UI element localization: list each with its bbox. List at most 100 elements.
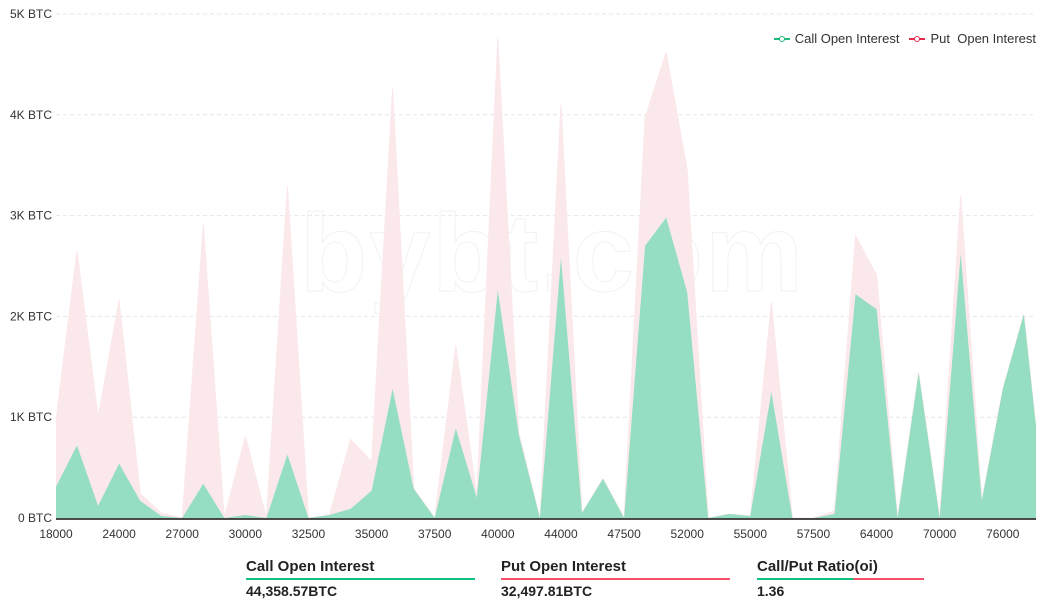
y-tick-label: 2K BTC [10, 309, 52, 323]
call-data-point[interactable] [1001, 387, 1005, 391]
stat-put-oi: Put Open Interest 32,497.81BTC [501, 557, 730, 599]
put-data-point[interactable] [559, 103, 563, 107]
put-data-point[interactable] [96, 415, 100, 419]
stat-value: 32,497.81BTC [501, 583, 593, 599]
call-data-point[interactable] [748, 514, 752, 518]
x-tick-label: 47500 [607, 527, 641, 541]
stat-value: 1.36 [757, 583, 785, 599]
call-data-point[interactable] [854, 292, 858, 296]
y-tick-label: 4K BTC [10, 108, 52, 122]
put-data-point[interactable] [75, 249, 79, 253]
call-data-point[interactable] [769, 390, 773, 394]
call-data-point[interactable] [917, 371, 921, 375]
call-data-point[interactable] [980, 499, 984, 503]
call-data-point[interactable] [159, 514, 163, 518]
x-tick-label: 57500 [797, 527, 831, 541]
call-data-point[interactable] [727, 512, 731, 516]
y-tick-label: 5K BTC [10, 7, 52, 21]
open-interest-chart: 0 BTC 1K BTC 2K BTC 3K BTC 4K BTC 5K BTC 1800… [10, 7, 1047, 541]
put-data-point[interactable] [664, 50, 668, 54]
stat-underline [246, 578, 475, 580]
x-tick-label: 30000 [229, 527, 263, 541]
put-data-point[interactable] [117, 298, 121, 302]
x-tick-label: 35000 [355, 527, 389, 541]
put-data-point[interactable] [370, 460, 374, 464]
put-data-point[interactable] [496, 36, 500, 40]
put-data-point[interactable] [391, 87, 395, 91]
call-data-point[interactable] [832, 512, 836, 516]
put-data-point[interactable] [243, 434, 247, 438]
put-data-point[interactable] [769, 300, 773, 304]
put-data-point[interactable] [138, 492, 142, 496]
call-data-point[interactable] [243, 513, 247, 517]
call-data-point[interactable] [201, 482, 205, 486]
call-data-point[interactable] [475, 496, 479, 500]
put-data-point[interactable] [201, 223, 205, 227]
call-data-point[interactable] [685, 290, 689, 294]
call-data-point[interactable] [559, 256, 563, 260]
x-axis: 18000 24000 27000 30000 32500 35000 37500 40000… [39, 527, 1019, 541]
legend-item-put[interactable]: Put Open Interest [909, 31, 1036, 46]
call-data-point[interactable] [601, 477, 605, 481]
call-data-point[interactable] [1022, 312, 1026, 316]
x-tick-label: 24000 [102, 527, 136, 541]
stat-title: Put Open Interest [501, 558, 627, 575]
legend-marker-put-icon [909, 34, 926, 44]
stat-value: 44,358.57BTC [246, 583, 338, 599]
legend-marker-call-icon [773, 34, 790, 44]
call-data-point[interactable] [959, 252, 963, 256]
legend-label-put: Put Open Interest [930, 31, 1036, 46]
x-tick-label: 52000 [671, 527, 705, 541]
x-tick-label: 18000 [39, 527, 73, 541]
x-tick-label: 40000 [481, 527, 515, 541]
x-tick-label: 76000 [986, 527, 1020, 541]
put-data-point[interactable] [54, 418, 58, 422]
call-data-point[interactable] [454, 426, 458, 430]
legend-item-call[interactable]: Call Open Interest [773, 31, 900, 46]
put-data-point[interactable] [643, 116, 647, 120]
stat-underline [501, 578, 730, 580]
call-data-point[interactable] [285, 452, 289, 456]
call-data-point[interactable] [517, 433, 521, 437]
put-data-point[interactable] [875, 273, 879, 277]
x-tick-label: 32500 [292, 527, 326, 541]
put-data-point[interactable] [854, 234, 858, 238]
call-data-point[interactable] [580, 511, 584, 515]
x-tick-label: 55000 [734, 527, 768, 541]
put-data-point[interactable] [1043, 506, 1047, 510]
call-data-point[interactable] [875, 307, 879, 311]
x-tick-label: 37500 [418, 527, 452, 541]
put-data-point[interactable] [685, 168, 689, 172]
call-data-point[interactable] [138, 499, 142, 503]
y-tick-label: 3K BTC [10, 209, 52, 223]
call-data-point[interactable] [349, 507, 353, 511]
call-data-point[interactable] [412, 487, 416, 491]
stat-call-put-ratio: Call/Put Ratio(oi) 1.36 [757, 557, 924, 599]
call-data-point[interactable] [1043, 506, 1047, 510]
x-tick-label: 44000 [544, 527, 578, 541]
put-data-point[interactable] [454, 344, 458, 348]
x-tick-label: 64000 [860, 527, 894, 541]
call-data-point[interactable] [328, 513, 332, 517]
call-open-interest-area [56, 217, 1036, 518]
area-series [54, 36, 1047, 520]
legend-label-call: Call Open Interest [794, 31, 900, 46]
stat-title: Call Open Interest [246, 558, 375, 575]
call-data-point[interactable] [391, 387, 395, 391]
call-data-point[interactable] [370, 489, 374, 493]
stat-title: Call/Put Ratio(oi) [757, 558, 878, 575]
call-data-point[interactable] [75, 443, 79, 447]
call-data-point[interactable] [496, 288, 500, 292]
call-data-point[interactable] [664, 216, 668, 220]
call-data-point[interactable] [96, 504, 100, 508]
y-tick-label: 0 BTC [18, 511, 52, 525]
x-tick-label: 70000 [923, 527, 957, 541]
put-data-point[interactable] [349, 437, 353, 441]
y-tick-label: 1K BTC [10, 410, 52, 424]
put-data-point[interactable] [959, 193, 963, 197]
y-axis: 0 BTC 1K BTC 2K BTC 3K BTC 4K BTC 5K BTC [10, 7, 52, 525]
call-data-point[interactable] [643, 244, 647, 248]
call-data-point[interactable] [54, 485, 58, 489]
put-data-point[interactable] [285, 184, 289, 188]
call-data-point[interactable] [117, 462, 121, 466]
